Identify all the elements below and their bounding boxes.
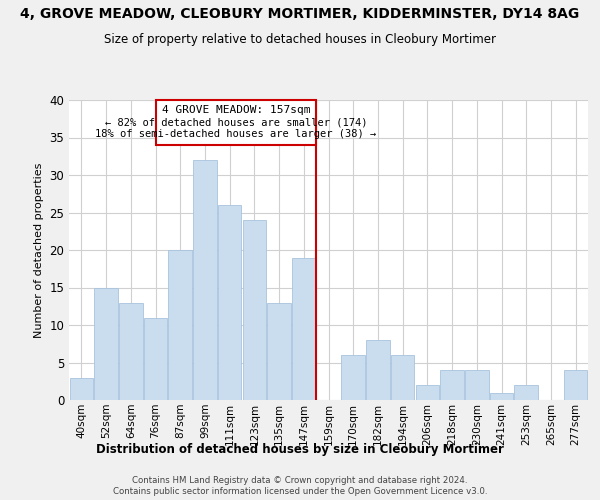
Bar — [119, 302, 143, 400]
Bar — [193, 160, 217, 400]
Text: Contains HM Land Registry data © Crown copyright and database right 2024.: Contains HM Land Registry data © Crown c… — [132, 476, 468, 485]
Bar — [292, 258, 316, 400]
Bar — [242, 220, 266, 400]
Y-axis label: Number of detached properties: Number of detached properties — [34, 162, 44, 338]
Bar — [94, 288, 118, 400]
Bar — [391, 355, 415, 400]
Bar — [564, 370, 587, 400]
Text: 4 GROVE MEADOW: 157sqm: 4 GROVE MEADOW: 157sqm — [161, 106, 310, 116]
Text: 4, GROVE MEADOW, CLEOBURY MORTIMER, KIDDERMINSTER, DY14 8AG: 4, GROVE MEADOW, CLEOBURY MORTIMER, KIDD… — [20, 8, 580, 22]
Bar — [416, 385, 439, 400]
Bar — [144, 318, 167, 400]
Bar — [169, 250, 192, 400]
Bar — [514, 385, 538, 400]
Text: Size of property relative to detached houses in Cleobury Mortimer: Size of property relative to detached ho… — [104, 32, 496, 46]
Bar — [341, 355, 365, 400]
Bar — [490, 392, 513, 400]
Bar — [218, 205, 241, 400]
Text: ← 82% of detached houses are smaller (174): ← 82% of detached houses are smaller (17… — [104, 117, 367, 127]
FancyBboxPatch shape — [155, 100, 316, 145]
Bar — [268, 302, 291, 400]
Text: Distribution of detached houses by size in Cleobury Mortimer: Distribution of detached houses by size … — [96, 442, 504, 456]
Text: Contains public sector information licensed under the Open Government Licence v3: Contains public sector information licen… — [113, 488, 487, 496]
Bar — [366, 340, 389, 400]
Bar — [465, 370, 488, 400]
Bar — [70, 378, 93, 400]
Bar — [440, 370, 464, 400]
Text: 18% of semi-detached houses are larger (38) →: 18% of semi-detached houses are larger (… — [95, 129, 376, 139]
